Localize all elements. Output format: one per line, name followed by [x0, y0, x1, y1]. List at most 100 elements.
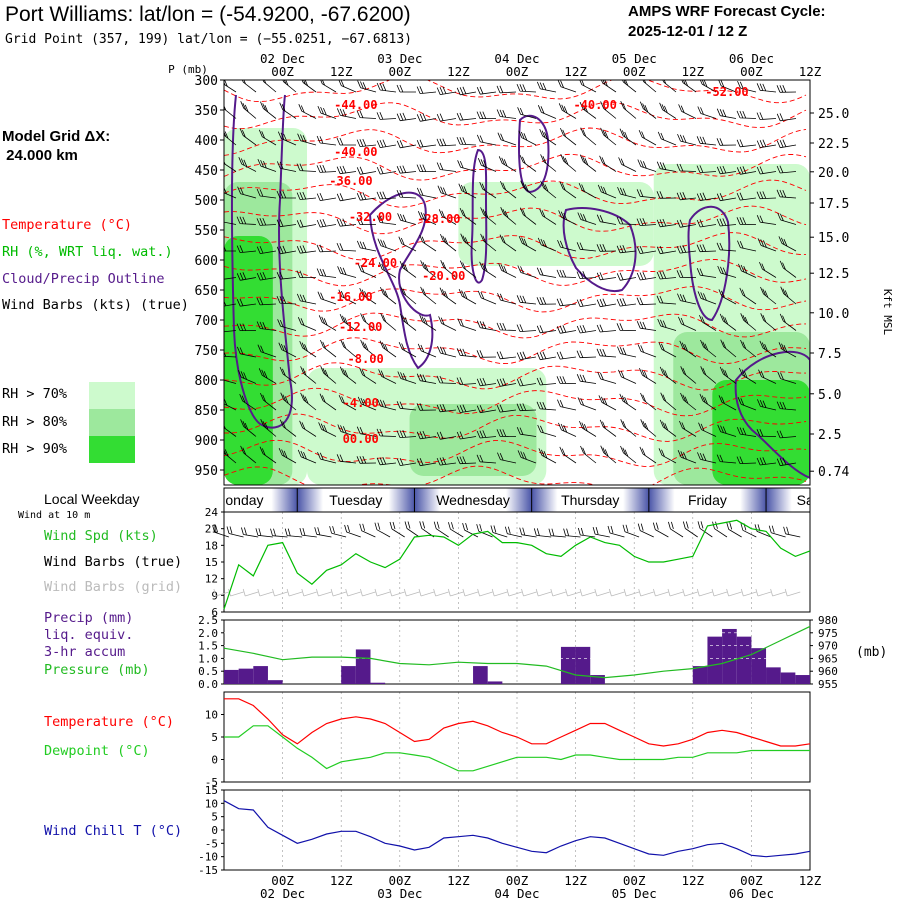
- surface-wind-barb-true: [270, 528, 288, 538]
- upper-wind-barb: [296, 219, 317, 228]
- upper-wind-barb: [736, 456, 757, 464]
- upper-wind-barb: [516, 378, 537, 387]
- upper-wind-barb: [399, 313, 417, 331]
- upper-wind-barb: [360, 313, 377, 331]
- upper-wind-barb: [759, 261, 777, 278]
- upper-wind-barb: [739, 287, 757, 305]
- temperature-contour-line: [224, 153, 807, 181]
- surface-wind-barb-grid: [491, 588, 508, 597]
- upper-wind-barb: [224, 245, 236, 252]
- windchill-axis-tick-label: -15: [198, 864, 218, 877]
- upper-wind-barb: [399, 260, 417, 278]
- upper-wind-barb: [438, 209, 457, 225]
- pressure-line: [223, 625, 811, 679]
- pressure-axis-title: P (mb): [168, 63, 208, 76]
- upper-wind-barb: [700, 339, 717, 358]
- upper-wind-barb: [638, 129, 657, 146]
- surface-wind-barb-grid: [740, 588, 757, 597]
- upper-wind-barb: [356, 138, 377, 147]
- time-tick-label: 12Z: [447, 873, 470, 888]
- upper-wind-barb: [338, 394, 357, 411]
- upper-wind-barb: [540, 154, 557, 172]
- upper-wind-barb: [699, 314, 717, 331]
- upper-wind-barb: [756, 83, 777, 93]
- upper-wind-barb: [680, 392, 697, 411]
- upper-wind-barb: [320, 339, 337, 358]
- surface-wind-barb-grid: [403, 588, 420, 597]
- surface-wind-barb-true: [433, 521, 449, 538]
- upper-wind-barb: [657, 131, 677, 146]
- temperature-contour-line: [224, 259, 807, 287]
- upper-wind-barb: [758, 369, 777, 384]
- upper-wind-barb: [480, 207, 497, 225]
- surface-wind-barb-grid: [433, 588, 449, 597]
- upper-wind-barb: [736, 426, 757, 437]
- upper-wind-barb: [456, 112, 477, 121]
- upper-wind-barb: [619, 393, 637, 411]
- upper-wind-barb: [496, 351, 517, 360]
- upper-wind-barb: [297, 317, 317, 331]
- upper-wind-barb: [456, 431, 477, 440]
- rh-bin-swatch-80: [89, 409, 135, 436]
- temperature-contour-line: [224, 101, 807, 130]
- wind-speed-line: [223, 519, 811, 610]
- upper-wind-barb: [656, 295, 677, 305]
- upper-wind-barb: [278, 447, 297, 464]
- upper-wind-barb: [756, 429, 777, 437]
- upper-wind-barb: [340, 339, 357, 358]
- upper-wind-barb: [356, 240, 377, 252]
- upper-wind-barb: [336, 165, 357, 175]
- upper-wind-barb: [398, 236, 417, 252]
- upper-wind-barb: [397, 213, 417, 225]
- upper-wind-barb: [300, 392, 317, 411]
- upper-wind-barb: [777, 212, 797, 225]
- surface-wind-barb-grid: [609, 588, 625, 597]
- upper-wind-barb: [596, 272, 617, 281]
- upper-wind-barb: [537, 237, 557, 252]
- upper-wind-barb: [676, 245, 697, 254]
- upper-wind-barb: [236, 245, 257, 253]
- upper-wind-barb: [416, 164, 437, 172]
- upper-wind-barb: [224, 80, 237, 93]
- upper-wind-barb: [476, 430, 497, 439]
- upper-wind-barb: [436, 431, 457, 440]
- precip-axis-tick-label: 2.0: [198, 627, 218, 640]
- upper-wind-barb: [476, 86, 497, 95]
- upper-wind-barb: [659, 102, 677, 119]
- upper-wind-barb: [716, 165, 737, 175]
- upper-wind-barb: [477, 158, 497, 172]
- upper-wind-barb: [516, 403, 537, 412]
- surface-wind-barb-grid: [447, 588, 464, 597]
- upper-wind-barb: [516, 324, 537, 332]
- rh-region-80-5: [409, 404, 537, 476]
- upper-wind-barb: [258, 129, 277, 146]
- pressure-tick-label: 700: [195, 314, 218, 329]
- upper-wind-barb: [616, 245, 637, 254]
- upper-wind-barb: [496, 404, 517, 413]
- upper-wind-barb: [296, 245, 317, 254]
- time-tick-label: 00Z: [623, 873, 646, 888]
- upper-wind-barb: [416, 403, 437, 411]
- cloud-outline-6: [734, 350, 810, 480]
- surface-wind-barb-grid: [770, 588, 786, 597]
- date-label: 04 Dec: [494, 51, 539, 66]
- upper-wind-barb: [678, 316, 697, 331]
- date-label: 06 Dec: [729, 886, 774, 900]
- upper-wind-barb: [696, 244, 717, 253]
- upper-wind-barb: [677, 133, 697, 146]
- precip-bar: [751, 648, 767, 684]
- upper-wind-barb: [496, 85, 517, 94]
- upper-wind-barb: [698, 422, 717, 437]
- upper-wind-barb: [517, 450, 537, 464]
- upper-wind-barb: [277, 319, 297, 331]
- upper-wind-barb: [537, 424, 557, 437]
- precip-axis-frame: [223, 619, 811, 685]
- upper-wind-barb: [639, 101, 657, 119]
- surface-wind-barb-grid: [521, 588, 537, 597]
- upper-wind-barb: [396, 189, 417, 199]
- upper-wind-barb: [716, 454, 737, 464]
- precip-bar: [590, 675, 605, 684]
- altitude-tick-label: 10.0: [818, 307, 849, 322]
- temperature-axis-tick-label: 10: [205, 709, 218, 722]
- upper-wind-barb: [224, 160, 237, 172]
